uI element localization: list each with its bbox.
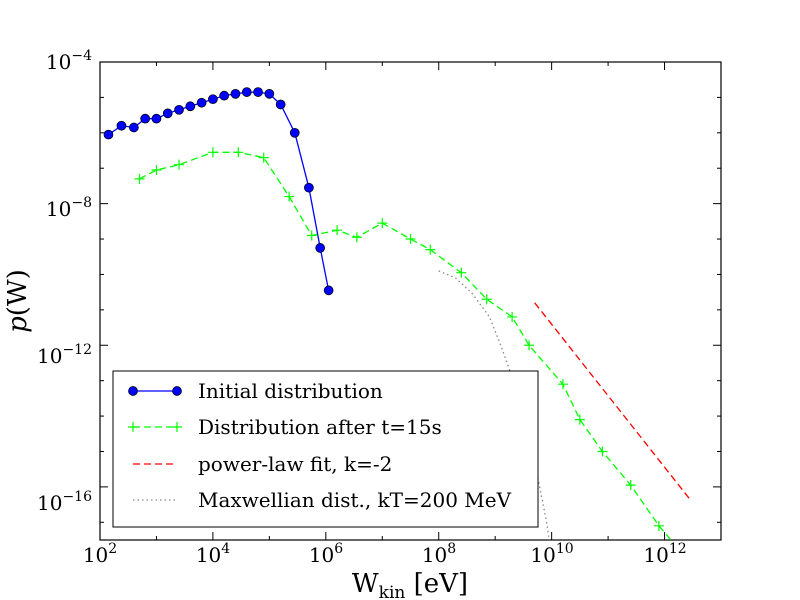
data-point: [253, 87, 263, 97]
series-line-maxwellian-dist-kt-200-mev: [438, 270, 550, 540]
legend-box: [112, 370, 539, 528]
y-tick-label: 10−16: [37, 489, 92, 515]
legend-marker-after: [128, 422, 182, 432]
data-point: [597, 446, 608, 457]
x-tick-label: 104: [196, 541, 230, 567]
data-point: [241, 87, 252, 97]
x-tick-labels: 102 104 106 108 1010 1012: [83, 541, 687, 567]
data-point: [275, 99, 286, 110]
legend-label: Maxwellian dist., kT=200 MeV: [198, 488, 512, 512]
data-point: [103, 129, 114, 140]
data-point: [507, 311, 518, 322]
data-point: [230, 89, 241, 99]
data-point: [185, 101, 196, 112]
data-point: [557, 379, 568, 390]
data-point: [625, 480, 636, 491]
data-point: [151, 113, 162, 124]
data-point: [323, 285, 334, 296]
series-layer: [103, 87, 691, 540]
data-point: [174, 159, 185, 170]
legend-item-powerlaw: power-law fit, k=-2: [133, 452, 392, 476]
y-tick-label: 10−8: [46, 195, 92, 221]
series-line-power-law-fit-k-2: [534, 302, 691, 500]
series-line-distribution-after-t-15s: [139, 151, 672, 540]
x-tick-label: 1012: [643, 541, 686, 567]
data-point: [264, 89, 275, 99]
data-point: [151, 164, 162, 175]
x-tick-label: 1010: [530, 541, 573, 567]
data-point: [162, 108, 173, 119]
data-point: [219, 90, 230, 101]
x-tick-label: 108: [422, 541, 456, 567]
y-tick-label: 10−4: [46, 48, 92, 74]
data-point: [524, 340, 535, 351]
legend-label: Initial distribution: [198, 379, 383, 403]
data-point: [481, 294, 492, 305]
x-tick-label: 106: [309, 541, 343, 567]
legend-marker-initial: [172, 386, 182, 396]
data-point: [456, 267, 467, 278]
data-point: [425, 244, 436, 255]
legend-marker-initial: [128, 386, 138, 396]
data-point: [377, 218, 388, 229]
legend-label: power-law fit, k=-2: [198, 452, 392, 476]
data-point: [653, 520, 664, 531]
data-point: [306, 230, 317, 241]
y-tick-label: 10−12: [37, 342, 92, 368]
data-point: [315, 243, 326, 253]
data-point: [284, 191, 295, 202]
y-tick-labels: 10−4 10−8 10−12 10−16: [37, 48, 92, 515]
legend-label: Distribution after t=15s: [198, 415, 442, 439]
data-point: [140, 113, 151, 124]
data-point: [129, 122, 139, 133]
legend-item-after: Distribution after t=15s: [128, 415, 442, 439]
legend: Initial distribution Distribution after …: [112, 370, 539, 528]
data-point: [207, 147, 218, 158]
data-point: [332, 225, 343, 236]
data-point: [134, 173, 145, 184]
y-axis-title: p(W): [3, 269, 33, 333]
data-point: [304, 182, 314, 193]
data-point: [405, 234, 416, 245]
data-point: [574, 414, 585, 425]
data-point: [116, 120, 127, 131]
data-point: [174, 104, 184, 115]
data-point: [196, 97, 207, 108]
x-axis-title: Wkin [eV]: [352, 569, 468, 600]
data-point: [258, 152, 269, 163]
x-tick-label: 102: [83, 541, 117, 567]
axis-ticks: [99, 61, 722, 540]
legend-item-initial: Initial distribution: [128, 379, 383, 403]
legend-item-maxwellian: Maxwellian dist., kT=200 MeV: [133, 488, 512, 512]
data-point: [351, 232, 362, 243]
data-point: [208, 94, 218, 105]
data-point: [289, 127, 300, 138]
data-point: [233, 147, 244, 158]
